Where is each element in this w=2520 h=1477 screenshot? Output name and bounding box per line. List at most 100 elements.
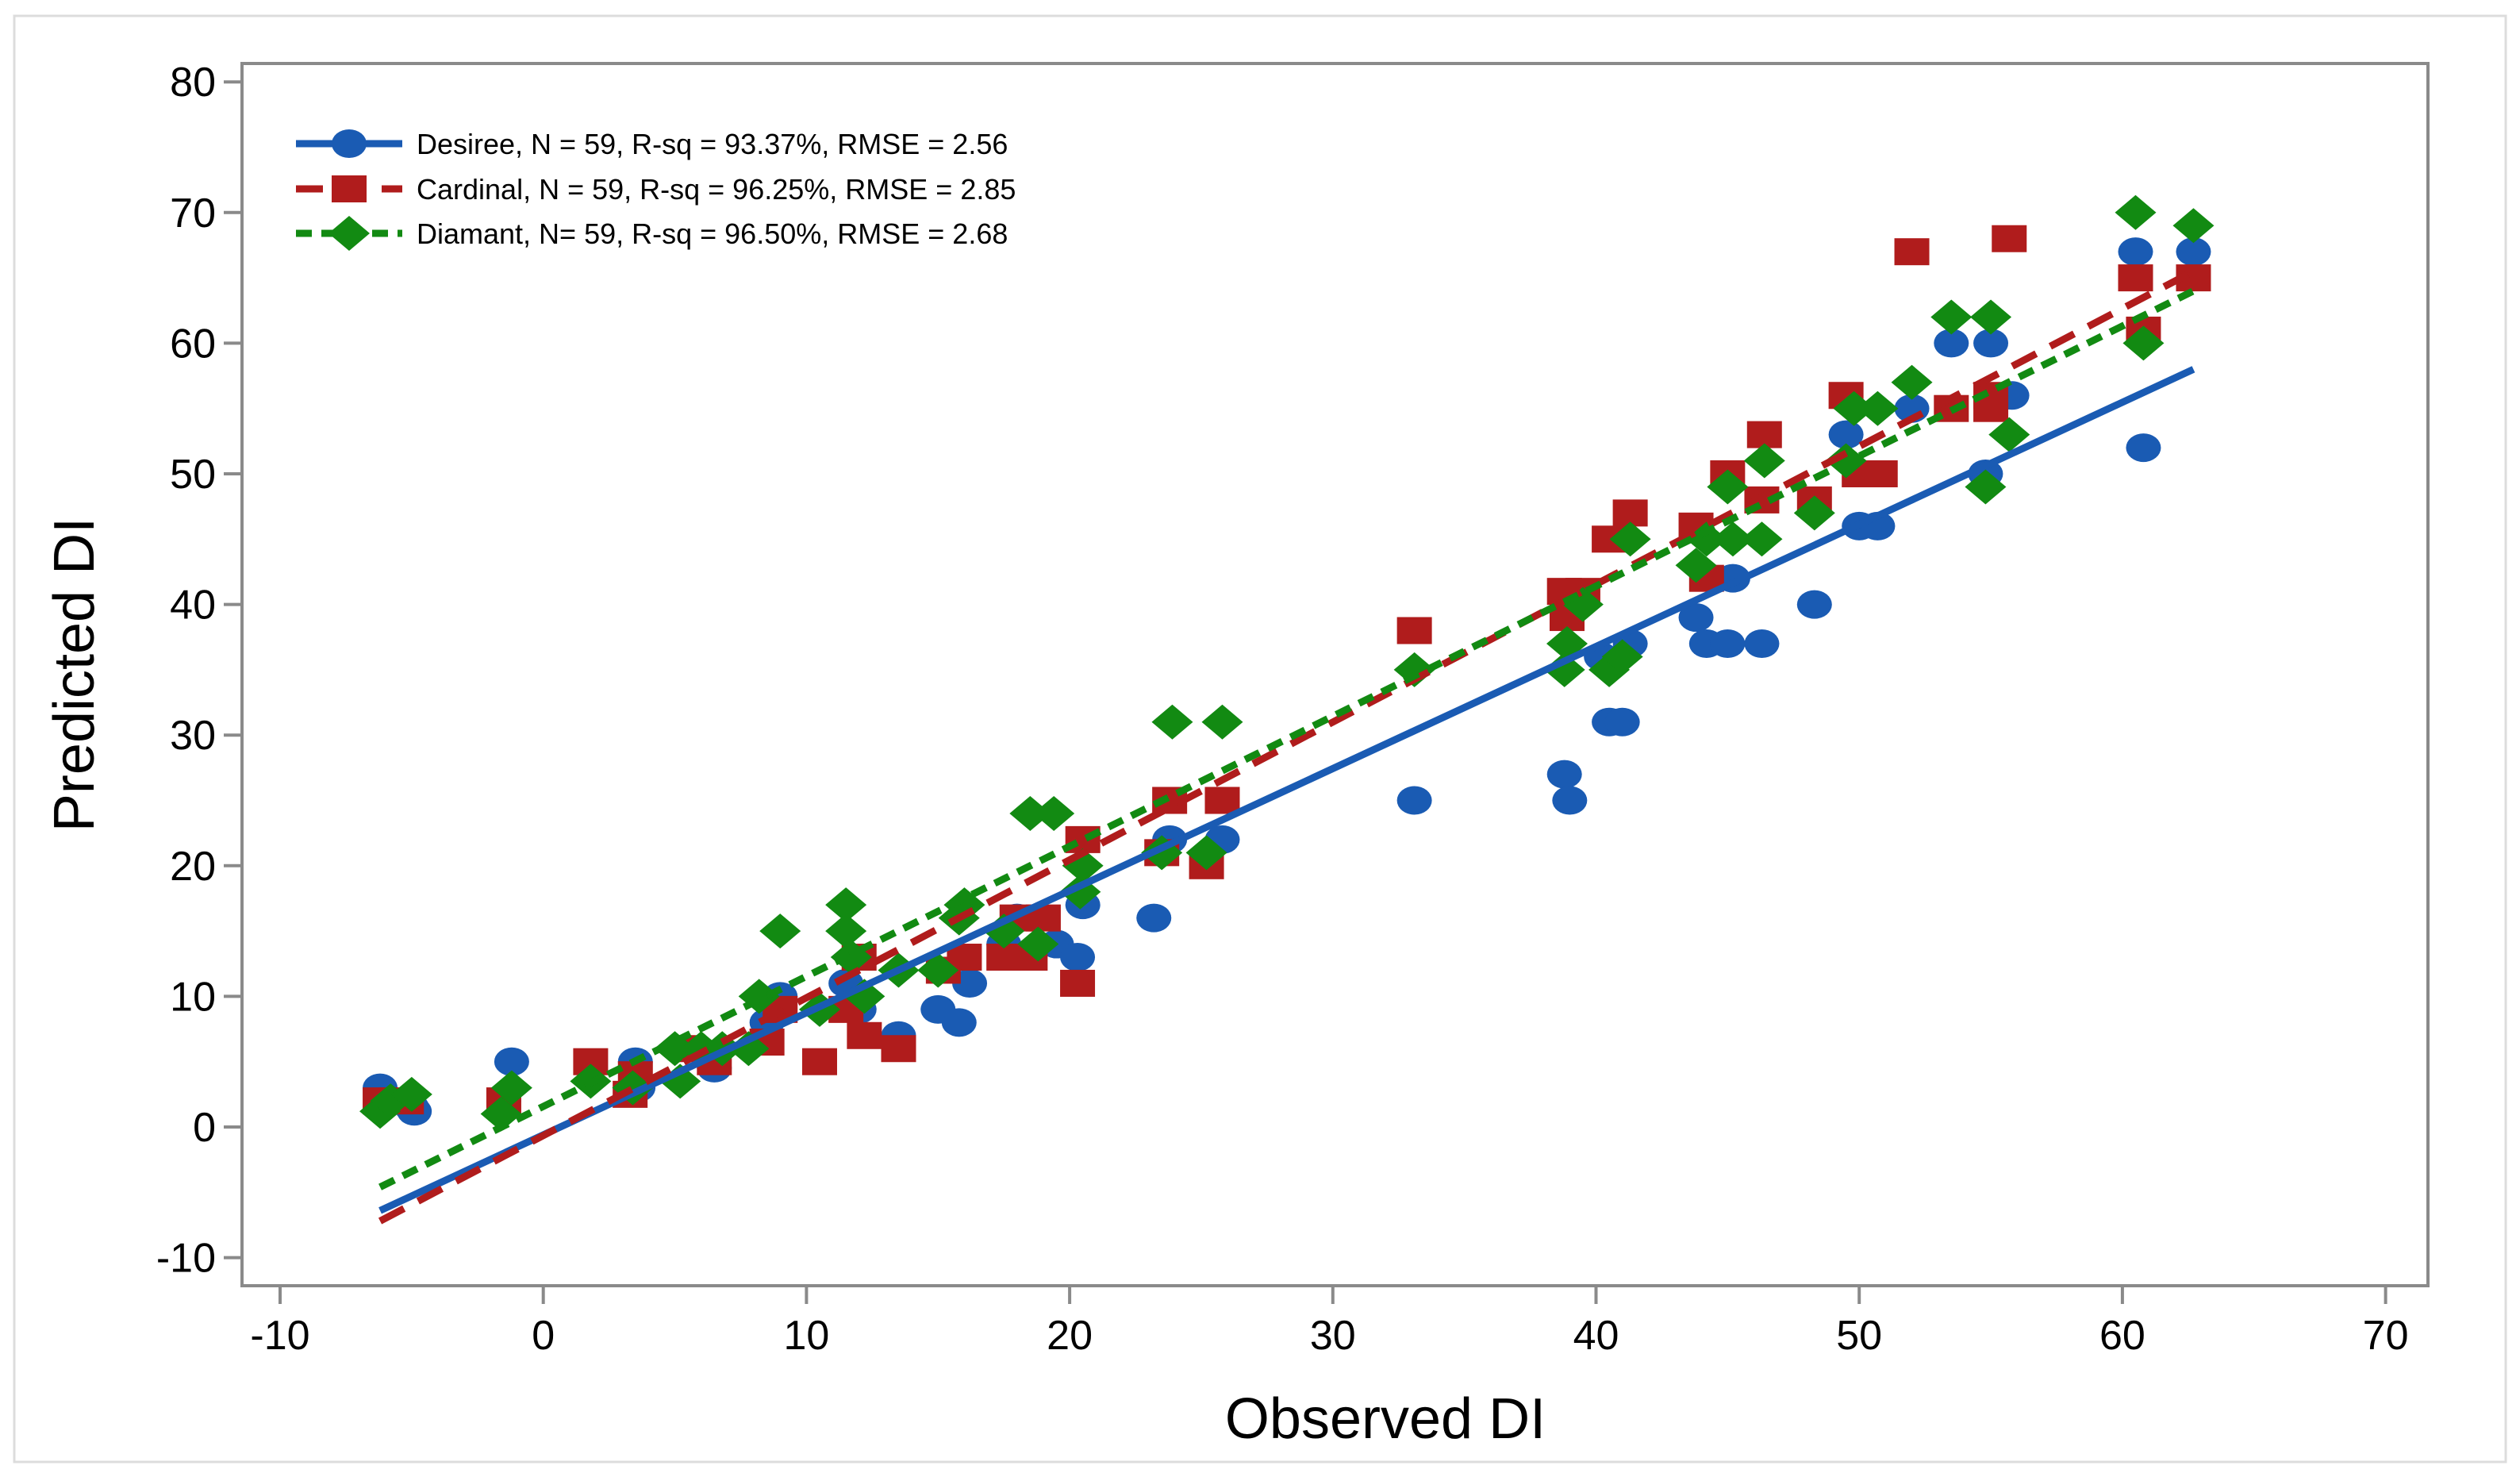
diamant-point	[728, 1031, 770, 1067]
legend-marker-diamant	[328, 216, 370, 251]
cardinal-point	[1862, 460, 1898, 487]
fit-line-desiree	[378, 366, 2195, 1214]
cardinal-point	[1060, 969, 1096, 997]
diamant-point	[1970, 299, 2012, 335]
diamant-point	[1711, 521, 1754, 557]
diamant-point	[825, 887, 867, 923]
legend-symbol	[332, 175, 367, 202]
desiree-point	[1136, 903, 1172, 933]
diamant-point	[1930, 299, 1973, 335]
diamant-point	[370, 1083, 412, 1119]
diamant-point	[1201, 704, 1243, 740]
diamant-point	[480, 1096, 522, 1132]
diamant-point	[1743, 443, 1785, 479]
diamant-point	[917, 952, 959, 988]
x-tick-label: 60	[2099, 1313, 2145, 1359]
diamant-point	[1891, 364, 1933, 400]
desiree-point	[1546, 760, 1582, 789]
fit-lines	[378, 267, 2195, 1225]
desiree-point	[941, 1008, 977, 1037]
y-tick-label: 10	[170, 974, 216, 1020]
diamant-point	[759, 914, 801, 949]
diamant-point	[1185, 835, 1227, 871]
legend-label-diamant: Diamant, N= 59, R-sq = 96.50%, RMSE = 2.…	[417, 217, 1008, 250]
legend-label-cardinal: Cardinal, N = 59, R-sq = 96.25%, RMSE = …	[417, 173, 1016, 206]
cardinal-point	[1204, 787, 1240, 814]
cardinal-point	[847, 1021, 882, 1049]
y-axis: -10 0 10 20 30 40 50 60 70 80	[156, 60, 244, 1286]
desiree-point	[494, 1047, 529, 1076]
desiree-point	[1744, 629, 1780, 658]
y-tick-label: 50	[170, 452, 216, 498]
x-tick-label: 50	[1836, 1313, 1882, 1359]
diamant-point	[1685, 521, 1727, 557]
y-tick-label: 70	[170, 190, 216, 237]
diamant-point	[1741, 521, 1783, 557]
diamant-point	[390, 1076, 432, 1112]
diamant-point	[1793, 495, 1835, 531]
diamant-point	[1543, 652, 1585, 687]
x-tick-label: -10	[250, 1313, 309, 1359]
diamant-point	[1017, 926, 1059, 962]
diamant-point	[825, 914, 867, 949]
legend-entry-diamant: Diamant, N= 59, R-sq = 96.50%, RMSE = 2.…	[296, 216, 1008, 251]
y-tick-label: 60	[170, 321, 216, 367]
desiree-point	[1710, 629, 1746, 658]
legend-entry-desiree: Desiree, N = 59, R-sq = 93.37%, RMSE = 2…	[296, 128, 1008, 160]
cardinal-point	[1992, 225, 2027, 252]
diamant-point	[1833, 390, 1875, 426]
x-tick-label: 30	[1310, 1313, 1356, 1359]
y-tick-label: 20	[170, 844, 216, 890]
x-tick-label: 0	[532, 1313, 555, 1359]
y-tick-label: 80	[170, 60, 216, 106]
diamant-point	[1601, 639, 1643, 675]
desiree-point	[2118, 237, 2153, 267]
desiree-point	[1060, 943, 1096, 972]
x-tick-label: 10	[783, 1313, 829, 1359]
diamant-point	[1675, 548, 1717, 583]
diamant-point	[1988, 417, 2030, 452]
fit-line-diamant	[378, 287, 2195, 1190]
desiree-point	[1934, 329, 1969, 358]
cardinal-point	[1396, 617, 1432, 644]
cardinal-point	[1894, 238, 1930, 266]
desiree-point	[1552, 786, 1588, 815]
legend-marker-cardinal	[332, 175, 367, 202]
diamant-point	[1965, 469, 2007, 505]
x-tick-label: 70	[2363, 1313, 2409, 1359]
diamant-point	[1609, 521, 1651, 557]
diamant-point	[2172, 208, 2215, 244]
diamant-point	[490, 1070, 532, 1106]
legend-symbol	[328, 216, 370, 251]
legend-symbol	[332, 129, 367, 158]
x-axis-title: Observed DI	[1225, 1387, 1546, 1451]
desiree-point	[1973, 329, 2009, 358]
desiree-point	[2126, 433, 2161, 463]
x-axis: -10 0 10 20 30 40 50 60 70	[250, 1286, 2409, 1359]
legend-label-desiree: Desiree, N = 59, R-sq = 93.37%, RMSE = 2…	[417, 128, 1008, 160]
diamant-point	[2122, 325, 2165, 361]
x-tick-label: 40	[1573, 1313, 1619, 1359]
y-axis-title: Predicted DI	[43, 517, 106, 832]
diamant-point	[1033, 795, 1075, 831]
x-tick-label: 20	[1047, 1313, 1093, 1359]
y-tick-label: -10	[156, 1236, 216, 1282]
desiree-point	[1604, 707, 1640, 737]
diamant-point	[1707, 469, 1749, 505]
y-tick-label: 30	[170, 713, 216, 759]
desiree-point	[1396, 786, 1432, 815]
desiree-point	[1678, 603, 1714, 633]
desiree-point	[952, 968, 988, 998]
cardinal-point	[881, 1035, 916, 1063]
diamant-point	[2115, 194, 2157, 230]
y-tick-label: 0	[193, 1105, 216, 1151]
legend-marker-desiree	[332, 129, 367, 158]
diamant-point	[1857, 390, 1899, 426]
cardinal-point	[801, 1048, 837, 1075]
diamant-point	[1009, 795, 1051, 831]
desiree-point	[2176, 237, 2211, 267]
legend: Desiree, N = 59, R-sq = 93.37%, RMSE = 2…	[296, 128, 1016, 251]
legend-entry-cardinal: Cardinal, N = 59, R-sq = 96.25%, RMSE = …	[296, 173, 1016, 206]
y-tick-label: 40	[170, 583, 216, 629]
